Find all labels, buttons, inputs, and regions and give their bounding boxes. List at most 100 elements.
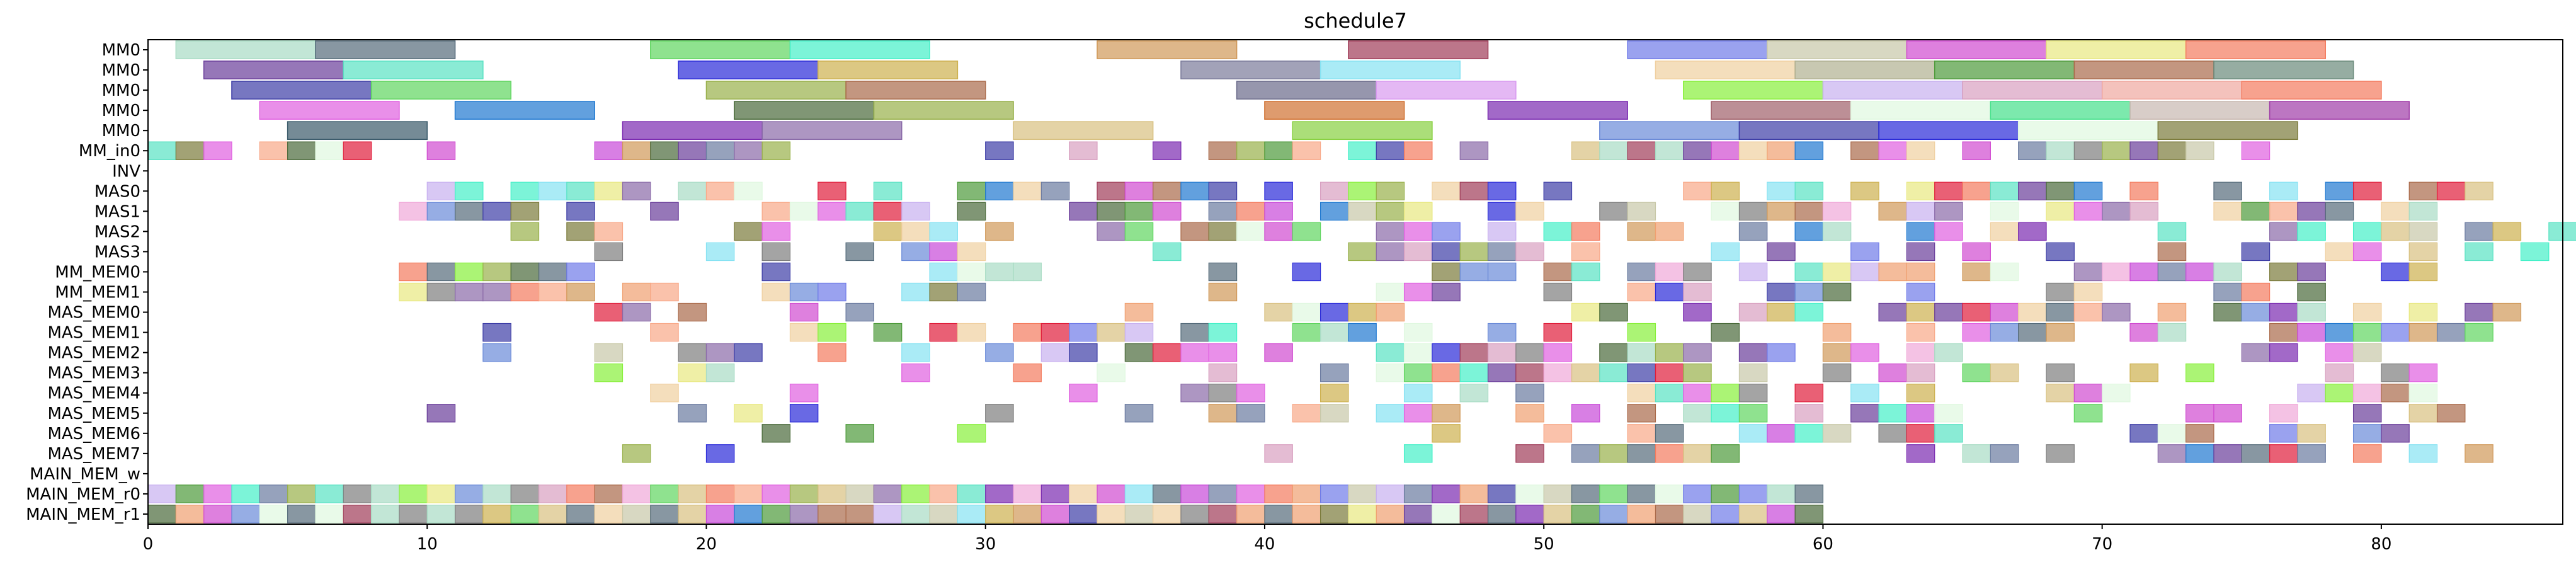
task-bar xyxy=(845,81,986,100)
task-cell xyxy=(1376,302,1405,322)
task-cell xyxy=(454,282,484,302)
task-cell xyxy=(2352,222,2382,241)
task-cell xyxy=(2352,323,2382,342)
task-cell xyxy=(1348,505,1377,524)
task-cell xyxy=(1822,222,1852,241)
task-cell xyxy=(1738,384,1768,403)
task-cell xyxy=(1767,282,1796,302)
task-cell xyxy=(1236,222,1265,241)
task-cell xyxy=(1459,505,1489,524)
task-cell xyxy=(1403,202,1433,221)
task-cell xyxy=(538,262,567,282)
task-cell xyxy=(1487,343,1517,362)
task-cell xyxy=(1711,444,1740,463)
task-cell xyxy=(2465,222,2493,241)
task-cell xyxy=(1292,404,1321,423)
task-cell xyxy=(1432,222,1461,241)
task-cell xyxy=(454,202,484,221)
task-cell xyxy=(1040,323,1070,342)
task-cell xyxy=(1319,404,1349,423)
task-cell xyxy=(566,222,595,241)
task-bar xyxy=(2073,60,2214,79)
task-bar xyxy=(2017,121,2159,140)
task-cell xyxy=(650,141,679,160)
task-cell xyxy=(678,363,707,382)
task-cell xyxy=(678,343,707,362)
task-cell xyxy=(734,343,763,362)
task-cell xyxy=(1767,141,1796,160)
task-cell xyxy=(454,181,484,201)
task-bar xyxy=(259,101,400,120)
task-cell xyxy=(1292,222,1321,241)
task-cell xyxy=(2381,363,2410,382)
task-cell xyxy=(789,404,819,423)
task-cell xyxy=(1990,444,2019,463)
task-cell xyxy=(2297,282,2326,302)
task-bar xyxy=(734,101,875,120)
task-cell xyxy=(1711,384,1740,403)
task-cell xyxy=(929,282,958,302)
task-cell xyxy=(1403,343,1433,362)
task-cell xyxy=(1515,202,1544,221)
task-cell xyxy=(566,505,595,524)
task-cell xyxy=(622,444,651,463)
task-cell xyxy=(1794,424,1824,443)
task-cell xyxy=(2408,202,2438,221)
task-cell xyxy=(1683,384,1712,403)
task-cell xyxy=(2046,202,2075,221)
task-cell xyxy=(1487,202,1517,221)
task-cell xyxy=(873,202,903,221)
task-cell xyxy=(1794,202,1824,221)
task-cell xyxy=(2352,181,2382,201)
task-cell xyxy=(1208,202,1238,221)
task-cell xyxy=(985,484,1014,503)
task-cell xyxy=(789,282,819,302)
task-cell xyxy=(1432,181,1461,201)
task-cell xyxy=(2129,323,2158,342)
task-cell xyxy=(678,181,707,201)
task-cell xyxy=(957,484,986,503)
task-cell xyxy=(2269,404,2298,423)
y-tick-label: MAS_MEM6 xyxy=(47,425,140,444)
task-cell xyxy=(1962,323,1991,342)
task-cell xyxy=(1208,484,1238,503)
task-cell xyxy=(594,242,624,261)
task-cell xyxy=(901,242,930,261)
task-bar xyxy=(1655,60,1796,79)
task-cell xyxy=(594,302,624,322)
task-bar xyxy=(1822,81,1963,100)
task-cell xyxy=(1767,202,1796,221)
task-cell xyxy=(1599,505,1628,524)
task-cell xyxy=(1655,363,1684,382)
task-cell xyxy=(1767,505,1796,524)
task-cell xyxy=(1013,181,1042,201)
task-cell xyxy=(678,404,707,423)
task-cell xyxy=(538,282,567,302)
task-cell xyxy=(1487,242,1517,261)
task-cell xyxy=(175,484,205,503)
task-cell xyxy=(2213,404,2242,423)
task-cell xyxy=(1040,505,1070,524)
task-cell xyxy=(1655,484,1684,503)
task-cell xyxy=(1432,505,1461,524)
task-cell xyxy=(2381,222,2410,241)
task-cell xyxy=(2046,282,2075,302)
task-cell xyxy=(1571,141,1600,160)
task-cell xyxy=(1432,484,1461,503)
task-cell xyxy=(1432,404,1461,423)
task-cell xyxy=(2325,343,2354,362)
task-cell xyxy=(1934,181,1963,201)
y-tick-label: MAS0 xyxy=(94,182,140,201)
task-cell xyxy=(2297,302,2326,322)
task-cell xyxy=(1627,141,1656,160)
task-bar xyxy=(2213,60,2354,79)
task-cell xyxy=(1878,202,1907,221)
task-cell xyxy=(1906,363,1935,382)
task-bar xyxy=(1348,40,1489,59)
task-cell xyxy=(2381,202,2410,221)
task-cell xyxy=(1180,323,1209,342)
task-cell xyxy=(2465,444,2493,463)
task-cell xyxy=(957,282,986,302)
task-cell xyxy=(2241,141,2271,160)
task-cell xyxy=(873,323,903,342)
